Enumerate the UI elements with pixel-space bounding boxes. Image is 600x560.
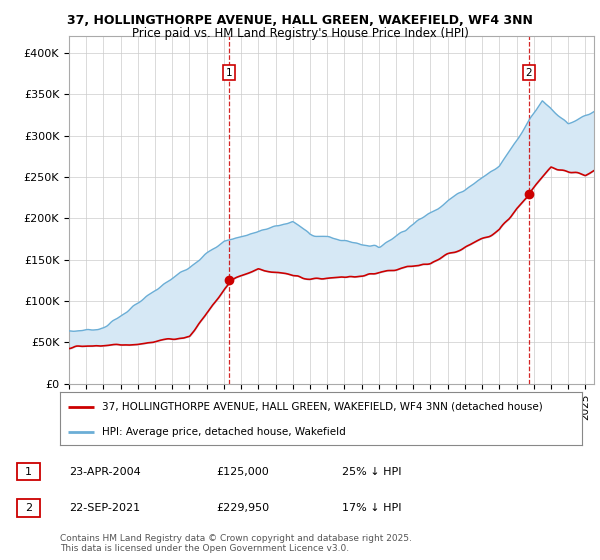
Text: 1: 1 (226, 68, 232, 78)
Text: 37, HOLLINGTHORPE AVENUE, HALL GREEN, WAKEFIELD, WF4 3NN (detached house): 37, HOLLINGTHORPE AVENUE, HALL GREEN, WA… (102, 402, 542, 412)
Text: 1: 1 (25, 466, 32, 477)
Text: HPI: Average price, detached house, Wakefield: HPI: Average price, detached house, Wake… (102, 427, 346, 437)
Text: 22-SEP-2021: 22-SEP-2021 (69, 503, 140, 513)
Text: 2: 2 (25, 503, 32, 513)
Text: 2: 2 (526, 68, 532, 78)
Text: 17% ↓ HPI: 17% ↓ HPI (342, 503, 401, 513)
Text: 23-APR-2004: 23-APR-2004 (69, 466, 141, 477)
Text: 25% ↓ HPI: 25% ↓ HPI (342, 466, 401, 477)
Text: £229,950: £229,950 (216, 503, 269, 513)
Text: Contains HM Land Registry data © Crown copyright and database right 2025.
This d: Contains HM Land Registry data © Crown c… (60, 534, 412, 553)
Text: 37, HOLLINGTHORPE AVENUE, HALL GREEN, WAKEFIELD, WF4 3NN: 37, HOLLINGTHORPE AVENUE, HALL GREEN, WA… (67, 14, 533, 27)
Text: Price paid vs. HM Land Registry's House Price Index (HPI): Price paid vs. HM Land Registry's House … (131, 27, 469, 40)
Text: £125,000: £125,000 (216, 466, 269, 477)
